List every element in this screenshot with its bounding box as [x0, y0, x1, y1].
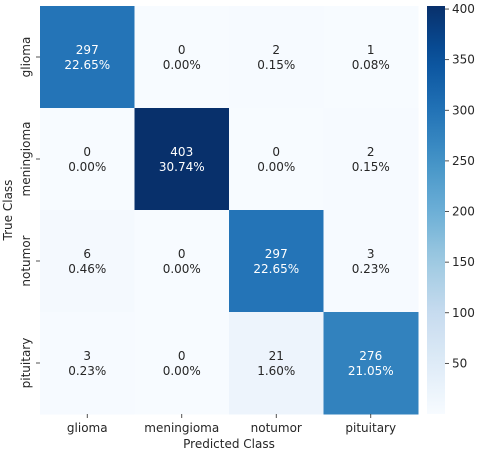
- cell-percent-label: 0.23%: [352, 262, 390, 276]
- cell-count-label: 297: [76, 43, 99, 57]
- cell-count-label: 0: [272, 145, 280, 159]
- y-tick-label: meningioma: [19, 122, 33, 197]
- heatmap-cell: [134, 312, 230, 415]
- heatmap-cell: [40, 6, 135, 109]
- heatmap-cell: [323, 6, 419, 109]
- cell-percent-label: 0.00%: [68, 160, 106, 174]
- heatmap-cells: 29722.65%00.00%20.15%10.08%00.00%40330.7…: [40, 6, 419, 415]
- cell-percent-label: 0.15%: [257, 58, 295, 72]
- cell-count-label: 276: [359, 349, 382, 363]
- x-tick-labels: glioma meningioma notumor pituitary: [67, 414, 396, 435]
- colorbar-tick-label: 150: [452, 255, 475, 269]
- colorbar-tick-label: 50: [452, 356, 467, 370]
- x-tick-label: notumor: [251, 421, 302, 435]
- heatmap-cell: [323, 108, 419, 211]
- cell-percent-label: 0.00%: [163, 58, 201, 72]
- heatmap-cell: [229, 6, 324, 109]
- cell-count-label: 6: [83, 247, 91, 261]
- cell-count-label: 2: [272, 43, 280, 57]
- cell-percent-label: 0.15%: [352, 160, 390, 174]
- x-axis-label: Predicted Class: [183, 437, 275, 450]
- cell-count-label: 0: [178, 247, 186, 261]
- cell-count-label: 3: [367, 247, 375, 261]
- colorbar-tick-label: 400: [452, 2, 475, 16]
- y-tick-label: glioma: [19, 37, 33, 78]
- y-axis-label: True Class: [1, 180, 15, 242]
- cell-percent-label: 21.05%: [348, 364, 394, 378]
- cell-percent-label: 0.46%: [68, 262, 106, 276]
- heatmap-cell: [134, 210, 230, 313]
- cell-percent-label: 22.65%: [253, 262, 299, 276]
- y-tick-labels: glioma meningioma notumor pituitary: [19, 37, 40, 389]
- cell-count-label: 21: [269, 349, 284, 363]
- cell-count-label: 0: [178, 349, 186, 363]
- heatmap-cell: [40, 108, 135, 211]
- cell-percent-label: 0.00%: [163, 262, 201, 276]
- heatmap-cell: [40, 312, 135, 415]
- heatmap-cell: [229, 312, 324, 415]
- cell-count-label: 0: [178, 43, 186, 57]
- colorbar-tick-label: 350: [452, 53, 475, 67]
- heatmap-cell: [323, 210, 419, 313]
- colorbar-tick-label: 300: [452, 103, 475, 117]
- heatmap-cell: [229, 210, 324, 313]
- colorbar-gradient: [427, 6, 445, 414]
- cell-count-label: 0: [83, 145, 91, 159]
- cell-percent-label: 0.23%: [68, 364, 106, 378]
- cell-count-label: 2: [367, 145, 375, 159]
- heatmap-cell: [229, 108, 324, 211]
- cell-count-label: 403: [170, 145, 193, 159]
- cell-percent-label: 1.60%: [257, 364, 295, 378]
- cell-count-label: 3: [83, 349, 91, 363]
- cell-percent-label: 0.00%: [163, 364, 201, 378]
- cell-count-label: 297: [265, 247, 288, 261]
- cell-percent-label: 30.74%: [159, 160, 205, 174]
- y-tick-label: notumor: [19, 235, 33, 286]
- cell-percent-label: 0.00%: [257, 160, 295, 174]
- x-tick-label: pituitary: [345, 421, 396, 435]
- heatmap-cell: [134, 6, 230, 109]
- heatmap-cell: [40, 210, 135, 313]
- cell-percent-label: 22.65%: [64, 58, 110, 72]
- y-tick-label: pituitary: [19, 338, 33, 389]
- cell-count-label: 1: [367, 43, 375, 57]
- colorbar-tick-label: 100: [452, 306, 475, 320]
- x-tick-label: meningioma: [144, 421, 219, 435]
- heatmap-cell: [323, 312, 419, 415]
- colorbar-tick-label: 250: [452, 154, 475, 168]
- x-tick-label: glioma: [67, 421, 108, 435]
- cell-percent-label: 0.08%: [352, 58, 390, 72]
- heatmap-cell: [134, 108, 230, 211]
- colorbar-tick-label: 200: [452, 205, 475, 219]
- colorbar: 50 100 150 200 250 300 350 400: [427, 2, 475, 414]
